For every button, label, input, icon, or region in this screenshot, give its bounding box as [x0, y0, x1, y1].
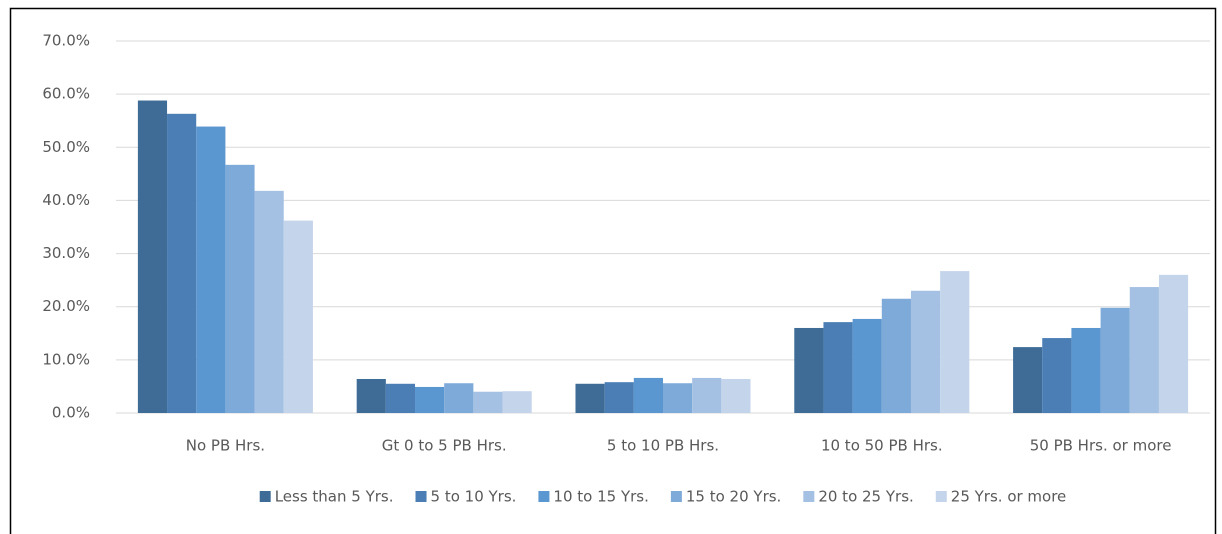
y-tick-label: 60.0% — [42, 85, 90, 103]
bar — [254, 190, 284, 413]
legend-swatch — [803, 491, 815, 502]
bar — [415, 386, 445, 413]
bar — [356, 378, 386, 413]
y-tick-label: 20.0% — [42, 297, 90, 315]
y-tick-label: 70.0% — [42, 32, 90, 50]
legend-swatch — [935, 491, 947, 502]
bar — [283, 220, 313, 413]
bar — [721, 378, 751, 413]
bar — [385, 383, 416, 413]
y-tick-label: 0.0% — [52, 404, 90, 422]
x-tick-label: No PB Hrs. — [186, 437, 265, 455]
bar — [473, 391, 503, 413]
x-tick-label: 5 to 10 PB Hrs. — [607, 437, 719, 455]
bar — [910, 290, 941, 413]
legend-swatch — [670, 491, 682, 502]
legend-label: 15 to 20 Yrs. — [686, 488, 781, 506]
bar — [225, 164, 255, 413]
bar — [1071, 327, 1101, 413]
bar — [137, 100, 168, 414]
bar — [1158, 274, 1189, 413]
bar — [1129, 287, 1159, 413]
x-tick-label: 50 PB Hrs. or more — [1030, 437, 1172, 455]
bar — [692, 377, 722, 413]
bar — [663, 383, 693, 413]
legend-label: 10 to 15 Yrs. — [553, 488, 648, 506]
y-tick-label: 30.0% — [42, 244, 90, 262]
bar — [167, 113, 197, 413]
bar — [1100, 307, 1130, 413]
legend-label: 25 Yrs. or more — [951, 488, 1067, 506]
y-tick-label: 10.0% — [42, 350, 90, 368]
bar — [196, 126, 226, 413]
legend-swatch — [259, 491, 271, 502]
bar — [940, 271, 970, 413]
bar — [1013, 347, 1043, 413]
legend-label: Less than 5 Yrs. — [275, 488, 394, 506]
bar — [852, 318, 882, 413]
y-tick-label: 40.0% — [42, 191, 90, 209]
legend-label: 5 to 10 Yrs. — [431, 488, 517, 506]
bar — [444, 383, 474, 413]
bar — [1042, 338, 1072, 413]
legend-label: 20 to 25 Yrs. — [818, 488, 913, 506]
bar — [502, 391, 532, 413]
bar — [794, 327, 824, 413]
bar — [575, 383, 605, 413]
bar — [881, 298, 911, 413]
bar — [823, 322, 853, 413]
legend-swatch — [538, 491, 550, 502]
x-tick-label: 10 to 50 PB Hrs. — [821, 437, 943, 455]
bar — [633, 377, 663, 413]
x-tick-label: Gt 0 to 5 PB Hrs. — [382, 437, 507, 455]
legend-swatch — [415, 491, 427, 502]
bar — [604, 382, 634, 413]
y-tick-label: 50.0% — [42, 138, 90, 156]
